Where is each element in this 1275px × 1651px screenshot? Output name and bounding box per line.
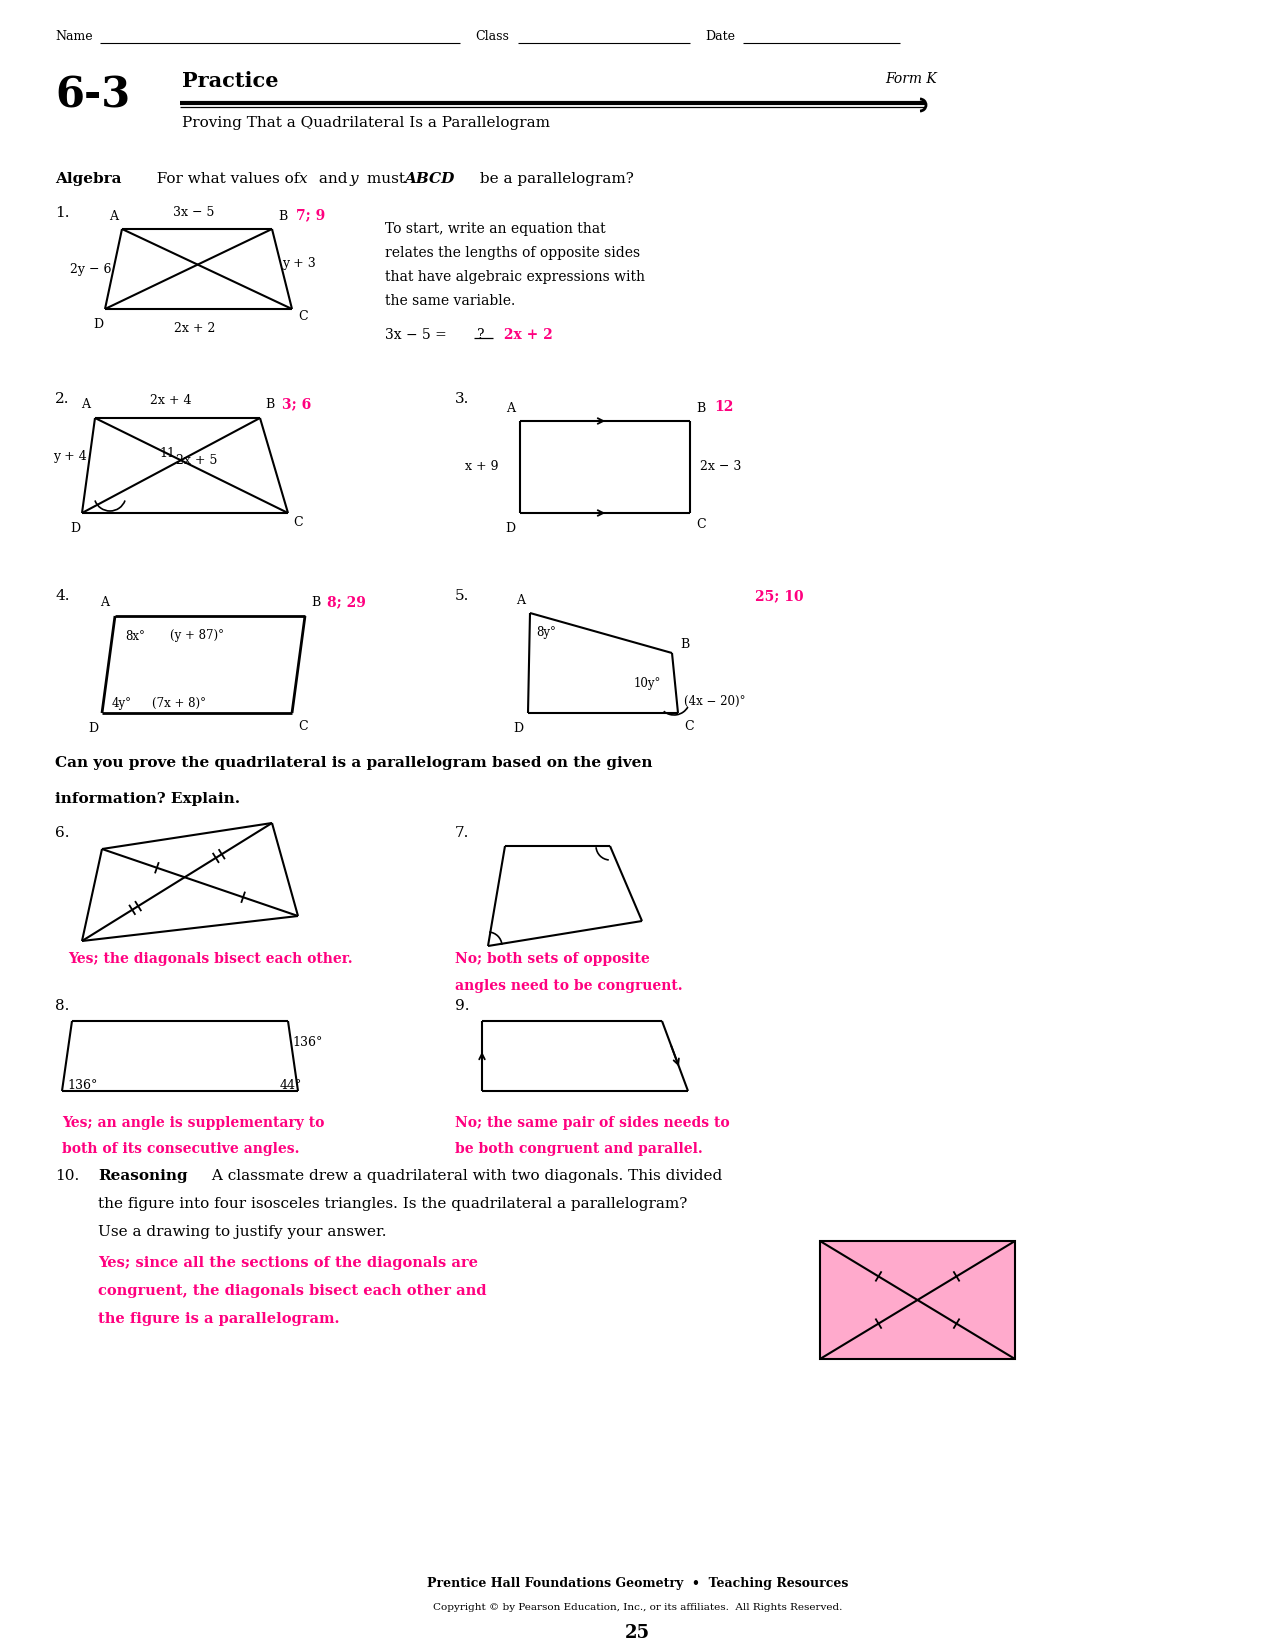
Text: 2y − 6: 2y − 6 [70, 263, 111, 276]
Text: Prentice Hall Foundations Geometry  •  Teaching Resources: Prentice Hall Foundations Geometry • Tea… [427, 1577, 848, 1590]
Text: A: A [108, 210, 119, 223]
Text: be both congruent and parallel.: be both congruent and parallel. [455, 1142, 703, 1156]
Text: D: D [505, 522, 515, 535]
Text: 3.: 3. [455, 391, 469, 406]
Text: 44°: 44° [280, 1078, 302, 1091]
Text: 10y°: 10y° [634, 677, 662, 690]
Text: B: B [680, 639, 690, 652]
Text: 8.: 8. [55, 999, 69, 1014]
Text: must: must [362, 172, 409, 187]
Text: C: C [298, 310, 307, 324]
Text: ABCD: ABCD [404, 172, 454, 187]
Text: y + 3: y + 3 [282, 258, 316, 271]
Text: (y + 87)°: (y + 87)° [170, 629, 224, 642]
Text: 12: 12 [714, 400, 733, 414]
Text: be a parallelogram?: be a parallelogram? [476, 172, 634, 187]
Text: B: B [311, 596, 320, 609]
Text: Reasoning: Reasoning [98, 1169, 187, 1184]
Text: the figure is a parallelogram.: the figure is a parallelogram. [98, 1313, 339, 1326]
Text: 11: 11 [159, 447, 176, 461]
Text: A classmate drew a quadrilateral with two diagonals. This divided: A classmate drew a quadrilateral with tw… [207, 1169, 722, 1184]
Text: Date: Date [705, 30, 734, 43]
Text: To start, write an equation that: To start, write an equation that [385, 221, 606, 236]
Text: relates the lengths of opposite sides: relates the lengths of opposite sides [385, 246, 640, 259]
Text: 4.: 4. [55, 589, 70, 603]
Text: C: C [298, 720, 307, 733]
Text: 136°: 136° [292, 1037, 323, 1050]
Text: y + 4: y + 4 [54, 449, 87, 462]
Text: (4x − 20)°: (4x − 20)° [683, 695, 746, 708]
Text: D: D [70, 522, 80, 535]
Text: Algebra: Algebra [55, 172, 121, 187]
Text: angles need to be congruent.: angles need to be congruent. [455, 979, 682, 992]
Text: 2x + 4: 2x + 4 [150, 393, 191, 406]
Text: both of its consecutive angles.: both of its consecutive angles. [62, 1142, 300, 1156]
Text: 7; 9: 7; 9 [296, 208, 325, 221]
Text: Name: Name [55, 30, 93, 43]
Text: 25; 10: 25; 10 [755, 589, 803, 603]
Text: Proving That a Quadrilateral Is a Parallelogram: Proving That a Quadrilateral Is a Parall… [182, 116, 550, 130]
Text: the same variable.: the same variable. [385, 294, 515, 309]
Text: 3x − 5: 3x − 5 [173, 206, 214, 220]
Text: information? Explain.: information? Explain. [55, 792, 240, 806]
Text: C: C [683, 720, 694, 733]
Text: Use a drawing to justify your answer.: Use a drawing to justify your answer. [98, 1225, 386, 1238]
Text: that have algebraic expressions with: that have algebraic expressions with [385, 271, 645, 284]
Text: B: B [696, 401, 705, 414]
Text: Yes; an angle is supplementary to: Yes; an angle is supplementary to [62, 1116, 324, 1129]
Text: x: x [300, 172, 307, 187]
Text: 8x°: 8x° [125, 629, 145, 642]
Text: For what values of: For what values of [147, 172, 305, 187]
Text: 2x − 3: 2x − 3 [700, 461, 741, 474]
Text: 2x + 2: 2x + 2 [173, 322, 215, 335]
Text: 9.: 9. [455, 999, 469, 1014]
Text: B: B [265, 398, 274, 411]
Text: 2x + 2: 2x + 2 [499, 329, 553, 342]
Text: 8y°: 8y° [536, 626, 556, 639]
Text: Form K: Form K [885, 73, 937, 86]
Text: 1.: 1. [55, 206, 70, 220]
Text: 7.: 7. [455, 826, 469, 840]
Text: 8; 29: 8; 29 [326, 594, 366, 609]
Text: 5.: 5. [455, 589, 469, 603]
Text: 4y°: 4y° [112, 697, 133, 710]
Text: A: A [99, 596, 108, 609]
Text: and: and [314, 172, 352, 187]
Text: A: A [516, 593, 525, 606]
Text: 136°: 136° [68, 1078, 97, 1091]
Bar [820, 1242, 1015, 1359]
Text: No; the same pair of sides needs to: No; the same pair of sides needs to [455, 1116, 729, 1129]
Text: Copyright © by Pearson Education, Inc., or its affiliates.  All Rights Reserved.: Copyright © by Pearson Education, Inc., … [432, 1603, 843, 1611]
Text: 10.: 10. [55, 1169, 79, 1184]
Text: Yes; since all the sections of the diagonals are: Yes; since all the sections of the diago… [98, 1256, 478, 1270]
Text: y: y [351, 172, 358, 187]
Text: x + 9: x + 9 [465, 461, 499, 474]
Text: Yes; the diagonals bisect each other.: Yes; the diagonals bisect each other. [68, 953, 353, 966]
Text: D: D [513, 723, 523, 735]
Text: B: B [278, 210, 287, 223]
Text: congruent, the diagonals bisect each other and: congruent, the diagonals bisect each oth… [98, 1284, 487, 1298]
Text: Practice: Practice [182, 71, 278, 91]
Text: 2.: 2. [55, 391, 70, 406]
Text: C: C [293, 517, 302, 530]
Text: No; both sets of opposite: No; both sets of opposite [455, 953, 650, 966]
Text: A: A [82, 398, 91, 411]
Text: 3; 6: 3; 6 [282, 396, 311, 411]
Text: 6-3: 6-3 [55, 74, 130, 117]
Text: A: A [506, 401, 515, 414]
Text: Can you prove the quadrilateral is a parallelogram based on the given: Can you prove the quadrilateral is a par… [55, 756, 653, 769]
Text: the figure into four isosceles triangles. Is the quadrilateral a parallelogram?: the figure into four isosceles triangles… [98, 1197, 687, 1210]
Text: C: C [696, 518, 705, 532]
Text: 25: 25 [625, 1625, 650, 1643]
Text: D: D [88, 723, 98, 735]
Text: ?: ? [477, 329, 485, 342]
Text: 3x − 5 =: 3x − 5 = [385, 329, 451, 342]
Text: 2x + 5: 2x + 5 [176, 454, 217, 467]
Text: Class: Class [476, 30, 509, 43]
Text: (7x + 8)°: (7x + 8)° [152, 697, 207, 710]
Text: D: D [93, 319, 103, 332]
Text: 6.: 6. [55, 826, 70, 840]
